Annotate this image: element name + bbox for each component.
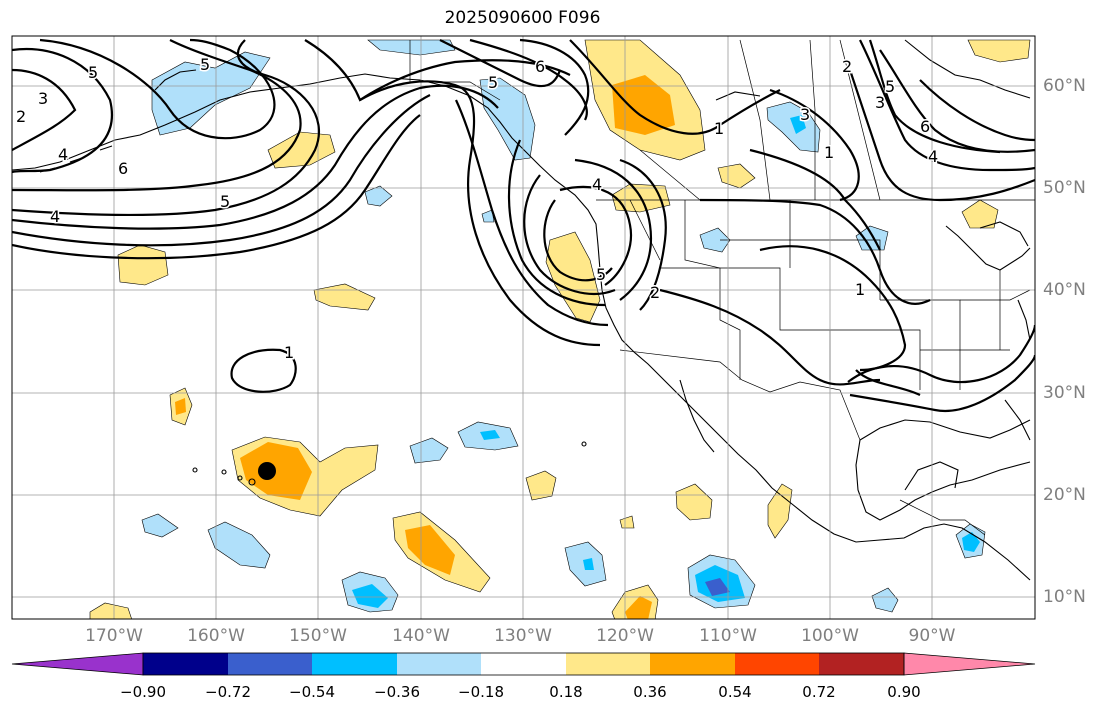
lat-label: 30°N [1043,383,1086,403]
negative-anomaly [352,584,388,608]
negative-anomaly [583,558,594,570]
negative-anomaly [871,587,899,613]
lon-label: 150°W [289,626,347,646]
negative-anomaly [141,513,179,538]
colorbar-segment [903,652,1036,676]
contour-label: 5 [885,77,895,96]
lon-label: 130°W [494,626,552,646]
contour-label: 3 [38,89,48,108]
colorbar-segment [143,653,228,675]
lat-label: 60°N [1043,76,1086,96]
storm-center-dot [258,462,276,480]
lon-label: 100°W [801,626,859,646]
colorbar-frame [142,652,905,676]
contour-label: 5 [200,55,210,74]
lon-label: 170°W [85,626,143,646]
colorbar-tick: 0.36 [633,683,667,701]
negative-anomaly [790,115,806,134]
contour-label: 5 [88,63,98,82]
contour-label: 1 [824,143,834,162]
negative-anomaly [480,430,500,440]
colorbar-segment [735,653,819,675]
positive-anomaly [717,163,756,189]
contour-label: 1 [714,119,724,138]
negative-anomaly [409,437,449,464]
lon-label: 140°W [392,626,450,646]
map-title: 2025090600 F096 [444,8,601,28]
positive-anomaly [619,515,635,529]
colorbar-segment [397,653,481,675]
negative-anomaly [364,185,393,207]
positive-anomaly [625,596,652,619]
colorbar-segment [228,653,312,675]
lat-label: 40°N [1043,280,1086,300]
colorbar-segment [312,653,397,675]
lat-label: 10°N [1043,587,1086,607]
lon-label: 160°W [187,626,245,646]
contour-label: 4 [50,207,60,226]
contour-label: 4 [58,145,68,164]
contour-label: 2 [16,107,26,126]
contour-label: 5 [596,265,606,284]
positive-anomaly [612,75,675,135]
negative-anomaly [367,39,456,56]
colorbar-tick: 0.72 [802,683,836,701]
positive-anomaly [967,39,1031,63]
contour-label: 2 [650,283,660,302]
contour-label: 6 [535,57,545,76]
negative-anomaly [151,51,271,136]
contour-label: 4 [928,147,938,166]
contour-label: 6 [118,159,128,178]
colorbar-segment [11,652,144,676]
colorbar-tick: −0.90 [120,683,166,701]
contour-label: 5 [220,192,230,211]
lon-label: 110°W [699,626,757,646]
colorbar-tick: −0.18 [458,683,504,701]
lon-label: 90°W [908,626,956,646]
negative-anomaly [962,532,980,552]
colorbar-segment [650,653,735,675]
height-contours [12,38,1035,413]
negative-anomaly [481,209,495,223]
colorbar-tick: 0.18 [549,683,583,701]
positive-anomaly [545,231,601,323]
contour-label: 1 [855,280,865,299]
graticule [12,36,1035,619]
contour-label: 5 [488,73,498,92]
contour-labels: 2 3 4 5 6 5 4 5 6 1 2 3 4 5 6 5 4 2 5 1 … [15,54,940,364]
positive-anomaly [405,525,455,575]
map-frame [11,35,1036,620]
colorbar-segment [819,653,904,675]
positive-anomaly [313,283,376,311]
colorbar-tick: 0.54 [718,683,752,701]
positive-anomaly [175,398,186,415]
positive-anomaly [525,470,557,501]
positive-anomaly [767,483,793,539]
negative-anomaly [699,227,731,253]
lon-label: 120°W [596,626,654,646]
contour-label: 1 [284,343,294,362]
colorbar-tick: −0.72 [205,683,251,701]
colorbar-tick: −0.54 [289,683,335,701]
negative-anomaly [207,521,271,569]
colorbar-segment [566,653,650,675]
negative-anomaly [705,578,730,596]
colorbar-tick: 0.90 [887,683,921,701]
negative-anomaly [479,77,536,161]
contour-label: 3 [875,93,885,112]
colorbar-tick: −0.36 [374,683,420,701]
contour-label: 4 [592,175,602,194]
colorbar-segment [481,653,566,675]
contour-label: 2 [842,57,852,76]
contour-label: 6 [920,117,930,136]
lat-label: 20°N [1043,485,1086,505]
positive-anomaly [675,483,713,521]
contour-label: 3 [800,105,810,124]
lat-label: 50°N [1043,178,1086,198]
positive-anomaly [961,199,999,229]
colorbar [11,652,1036,676]
